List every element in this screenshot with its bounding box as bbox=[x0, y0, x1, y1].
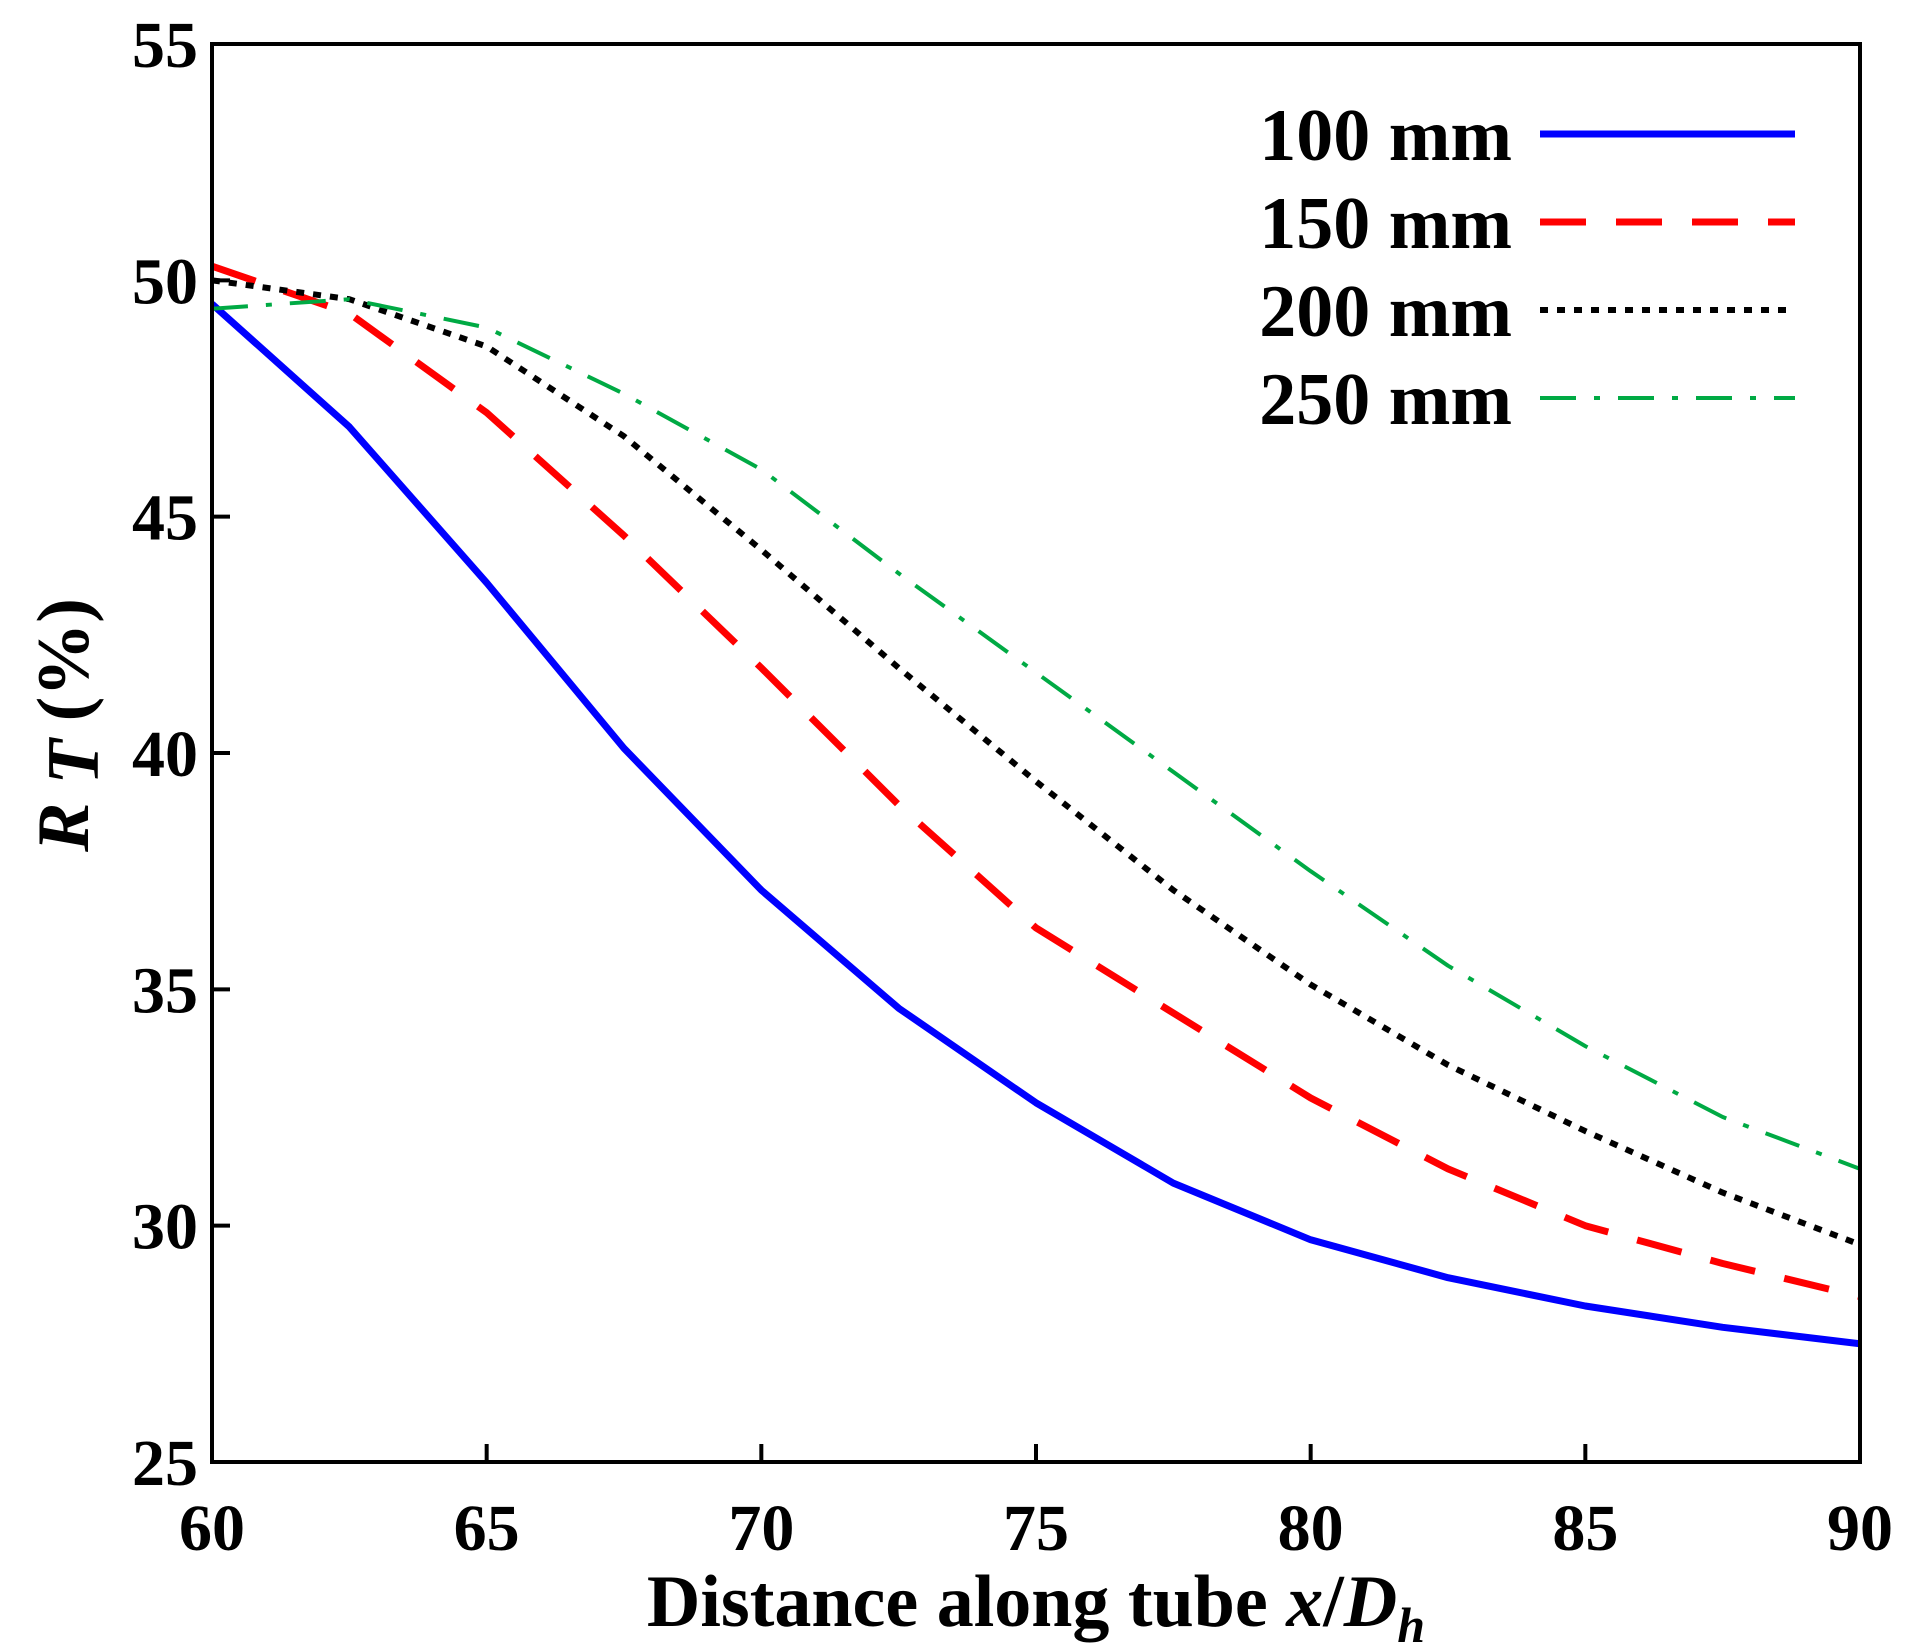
x-tick-label: 90 bbox=[1827, 1492, 1893, 1565]
ticks-layer: 60 65 70 75 80 85 90 25 30 35 40 45 50 55 bbox=[132, 9, 1893, 1565]
x-axis-title: Distance along tube x/Dh bbox=[647, 1561, 1425, 1647]
legend-label: 200 mm bbox=[1259, 271, 1512, 353]
series-layer bbox=[212, 262, 1860, 1348]
series-line-150-mm bbox=[212, 262, 1860, 1301]
legend-label: 150 mm bbox=[1259, 183, 1512, 265]
x-tick-label: 70 bbox=[728, 1492, 794, 1565]
plot-frame bbox=[210, 42, 1862, 1464]
y-tick-label: 50 bbox=[132, 245, 198, 318]
x-tick-label: 80 bbox=[1278, 1492, 1344, 1565]
series-line-200-mm bbox=[212, 277, 1860, 1248]
x-tick-label: 65 bbox=[454, 1492, 520, 1565]
y-tick-label: 30 bbox=[132, 1191, 198, 1264]
y-tick-label: 25 bbox=[132, 1427, 198, 1500]
legend-label: 100 mm bbox=[1259, 95, 1512, 177]
y-tick-label: 55 bbox=[132, 9, 198, 82]
y-axis-title: RT(%) bbox=[23, 598, 115, 853]
legend-label: 250 mm bbox=[1259, 359, 1512, 441]
series-line-100-mm bbox=[212, 301, 1860, 1348]
y-tick-label: 35 bbox=[132, 954, 198, 1027]
y-tick-label: 45 bbox=[132, 482, 198, 555]
y-tick-label: 40 bbox=[132, 718, 198, 791]
series-line-250-mm bbox=[212, 297, 1860, 1171]
x-tick-label: 75 bbox=[1003, 1492, 1069, 1565]
x-tick-label: 60 bbox=[179, 1492, 245, 1565]
x-tick-label: 85 bbox=[1552, 1492, 1618, 1565]
